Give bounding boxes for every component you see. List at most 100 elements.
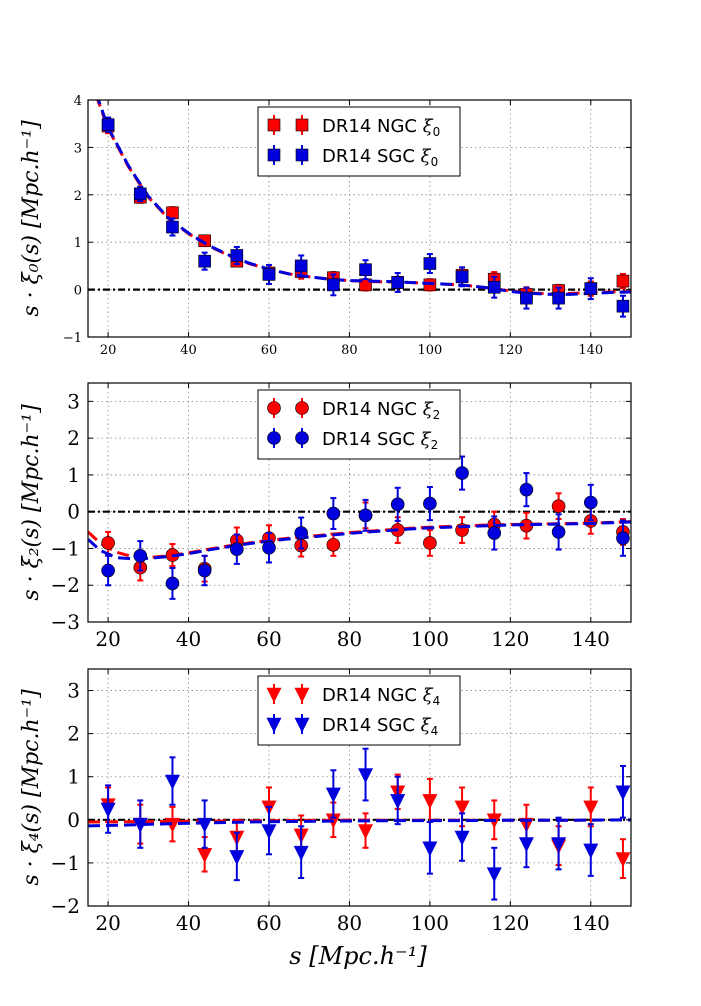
legend-label: DR14 SGC ξ0 — [322, 146, 438, 169]
y-tick-label: 3 — [67, 679, 80, 703]
data-point — [552, 291, 565, 305]
legend-marker — [294, 717, 310, 733]
y-tick-label: −2 — [51, 573, 80, 597]
model-curve — [96, 100, 631, 296]
y-tick-label: 3 — [67, 389, 80, 413]
legend-label: DR14 NGC ξ4 — [322, 685, 440, 708]
data-point — [615, 785, 631, 801]
data-point — [101, 563, 115, 578]
x-tick-label: 20 — [95, 627, 120, 651]
data-layer — [88, 455, 631, 600]
legend-marker — [267, 431, 281, 445]
legend: DR14 NGC ξ0 DR14 SGC ξ0 — [257, 106, 461, 177]
data-point — [294, 259, 308, 273]
y-tick-label: 0 — [67, 500, 80, 524]
data-point — [326, 506, 341, 521]
data-point — [390, 497, 405, 512]
data-point — [615, 852, 631, 868]
data-point — [262, 540, 276, 555]
y-axis-label: s · ξ₄(s) [Mpc.h⁻¹] — [19, 689, 44, 886]
legend-entry-ngc: DR14 NGC ξ0 — [267, 115, 440, 139]
axes-frame — [87, 668, 632, 907]
legend-marker — [295, 148, 309, 162]
x-tick-label: 60 — [256, 911, 281, 935]
data-point — [454, 800, 470, 816]
legend: DR14 NGC ξ4 DR14 SGC ξ4 — [257, 675, 461, 746]
data-point — [229, 850, 245, 866]
panel-xi0: 20 40 60 80 100 120 140 −1 0 1 2 3 4 s · ξ₀(s) [Mpc.h… — [19, 94, 632, 358]
data-point — [358, 508, 373, 523]
x-tick-label: 120 — [491, 911, 529, 935]
data-point — [487, 280, 501, 294]
data-point — [390, 794, 406, 810]
x-tick-label: 120 — [491, 627, 529, 651]
panel-xi2: 20 40 60 80 100 120 140 −3 −2 −1 0 1 2 3 s · ξ₂(s) [Mp… — [19, 382, 632, 651]
data-point — [616, 299, 630, 313]
data-point — [326, 537, 341, 552]
x-tick-label: 60 — [256, 627, 281, 651]
data-point — [583, 495, 598, 510]
x-tick-label: 120 — [498, 343, 523, 358]
x-tick-label: 140 — [578, 343, 603, 358]
axes-frame — [87, 99, 632, 338]
y-tick-label: 1 — [67, 463, 80, 487]
data-point — [294, 526, 308, 540]
data-point — [261, 824, 277, 840]
x-tick-label: 40 — [176, 627, 201, 651]
series-sgc — [96, 100, 631, 318]
data-point — [454, 830, 470, 846]
data-point — [520, 291, 533, 305]
legend-box — [257, 675, 461, 746]
series-ngc — [88, 492, 631, 583]
legend-label: DR14 NGC ξ0 — [322, 116, 440, 139]
data-point — [359, 263, 372, 276]
data-point — [262, 268, 276, 281]
legend-marker — [295, 118, 309, 132]
data-point — [166, 220, 179, 234]
data-point — [132, 817, 148, 833]
y-tick-label: −1 — [51, 851, 80, 875]
legend-marker — [295, 401, 309, 415]
legend-marker — [266, 717, 282, 733]
data-point — [230, 249, 244, 262]
x-tick-label: 100 — [411, 911, 449, 935]
legend: DR14 NGC ξ2 DR14 SGC ξ2 — [257, 389, 461, 460]
x-tick-label: 80 — [337, 627, 362, 651]
y-tick-label: −2 — [51, 894, 80, 918]
data-point — [487, 526, 502, 540]
legend-marker — [266, 687, 282, 703]
data-point — [133, 549, 148, 563]
data-layer — [88, 747, 631, 901]
data-point — [164, 774, 180, 790]
y-axis-label: s · ξ₀(s) [Mpc.h⁻¹] — [19, 120, 44, 317]
data-point — [198, 254, 211, 268]
data-point — [616, 274, 630, 288]
x-tick-label: 20 — [95, 911, 120, 935]
y-tick-label: 0 — [74, 284, 82, 299]
data-point — [584, 282, 598, 295]
data-point — [101, 118, 115, 131]
x-tick-label: 140 — [572, 627, 610, 651]
data-point — [518, 837, 534, 853]
x-tick-label: 140 — [572, 911, 610, 935]
y-tick-label: 3 — [74, 141, 82, 156]
data-point — [325, 787, 341, 803]
y-tick-label: 1 — [67, 765, 80, 789]
data-point — [358, 768, 374, 784]
data-point — [197, 563, 212, 578]
y-tick-label: 2 — [67, 426, 80, 450]
data-point — [616, 531, 630, 545]
data-point — [197, 847, 213, 863]
x-tick-label: 100 — [417, 343, 442, 358]
x-tick-label: 40 — [180, 343, 197, 358]
data-point — [391, 276, 405, 289]
data-point — [551, 499, 566, 513]
y-axis-label: s · ξ₂(s) [Mpc.h⁻¹] — [19, 404, 44, 601]
series-ngc — [88, 773, 631, 879]
series-sgc — [88, 455, 631, 600]
legend-box — [257, 106, 461, 177]
data-point — [423, 496, 437, 511]
y-tick-label: −1 — [63, 331, 82, 346]
data-point — [422, 841, 438, 857]
